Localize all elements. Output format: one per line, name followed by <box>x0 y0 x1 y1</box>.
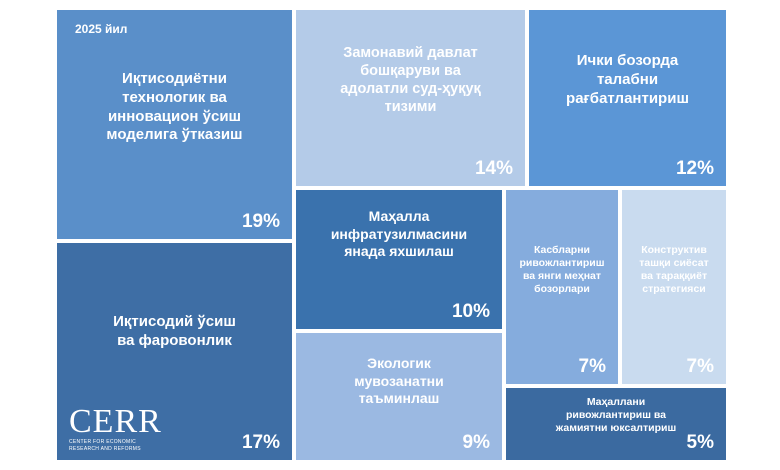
cerr-logo: CERR CENTER FOR ECONOMIC RESEARCH AND REFO… <box>69 405 162 452</box>
treemap-tile-mahalla-infrastructure: Маҳалла инфратузилмасини янада яхшилаш 10… <box>294 188 504 331</box>
logo-subtitle: CENTER FOR ECONOMIC <box>69 439 137 445</box>
treemap-tile-growth-welfare: Иқтисодий ўсиш ва фаровонлик 17% CERR CENTE… <box>55 241 294 462</box>
tile-value-label: 5% <box>686 432 714 453</box>
tile-value-label: 9% <box>462 432 490 453</box>
tile-value-label: 12% <box>675 158 714 179</box>
logo-subtitle: RESEARCH AND REFORMS <box>69 445 141 452</box>
year-label: 2025 йил <box>75 22 128 36</box>
tile-value-label: 10% <box>451 301 490 322</box>
tile-value-label: 14% <box>474 158 513 179</box>
treemap-tile-domestic-demand: Ички бозорда талабни рағбатлантириш 12% <box>527 8 728 188</box>
treemap-chart: Иқтисодиётни технологик ва инновацион ўс… <box>55 8 728 462</box>
tile-label: Замонавий давлат бошқаруви ва адолатли с… <box>340 45 481 116</box>
treemap-tile-tech-innovation: Иқтисодиётни технологик ва инновацион ўс… <box>55 8 294 241</box>
tile-label: Иқтисодий ўсиш ва фаровонлик <box>113 313 236 349</box>
tile-label: Экологик мувозанатни таъминлаш <box>354 355 444 406</box>
tile-label: Маҳалла инфратузилмасини янада яхшилаш <box>330 208 468 259</box>
treemap-tile-ecology: Экологик мувозанатни таъминлаш 9% <box>294 331 504 462</box>
tile-value-label: 19% <box>241 211 280 232</box>
treemap-tile-mahalla-development: Маҳаллани ривожлантириш ва жамиятни юкса… <box>504 386 728 462</box>
tile-label: Ички бозорда талабни рағбатлантириш <box>566 52 689 107</box>
tile-value-label: 7% <box>578 356 606 377</box>
tile-label: Маҳаллани ривожлантириш ва жамиятни юкса… <box>555 396 677 435</box>
tile-label: Иқтисодиётни технологик ва инновацион ўс… <box>106 70 243 144</box>
tile-label: Конструктив ташқи сиёсат ва тараққиёт ст… <box>639 244 709 296</box>
tile-value-label: 17% <box>241 432 280 453</box>
treemap-tile-professions-labor: Касбларни ривожлантириш ва янги меҳнат б… <box>504 188 620 386</box>
tile-value-label: 7% <box>686 356 714 377</box>
logo-wordmark: CERR <box>69 403 162 440</box>
tile-label: Касбларни ривожлантириш ва янги меҳнат б… <box>519 244 605 296</box>
treemap-tile-governance-justice: Замонавий давлат бошқаруви ва адолатли с… <box>294 8 527 188</box>
treemap-tile-foreign-policy: Конструктив ташқи сиёсат ва тараққиёт ст… <box>620 188 728 386</box>
